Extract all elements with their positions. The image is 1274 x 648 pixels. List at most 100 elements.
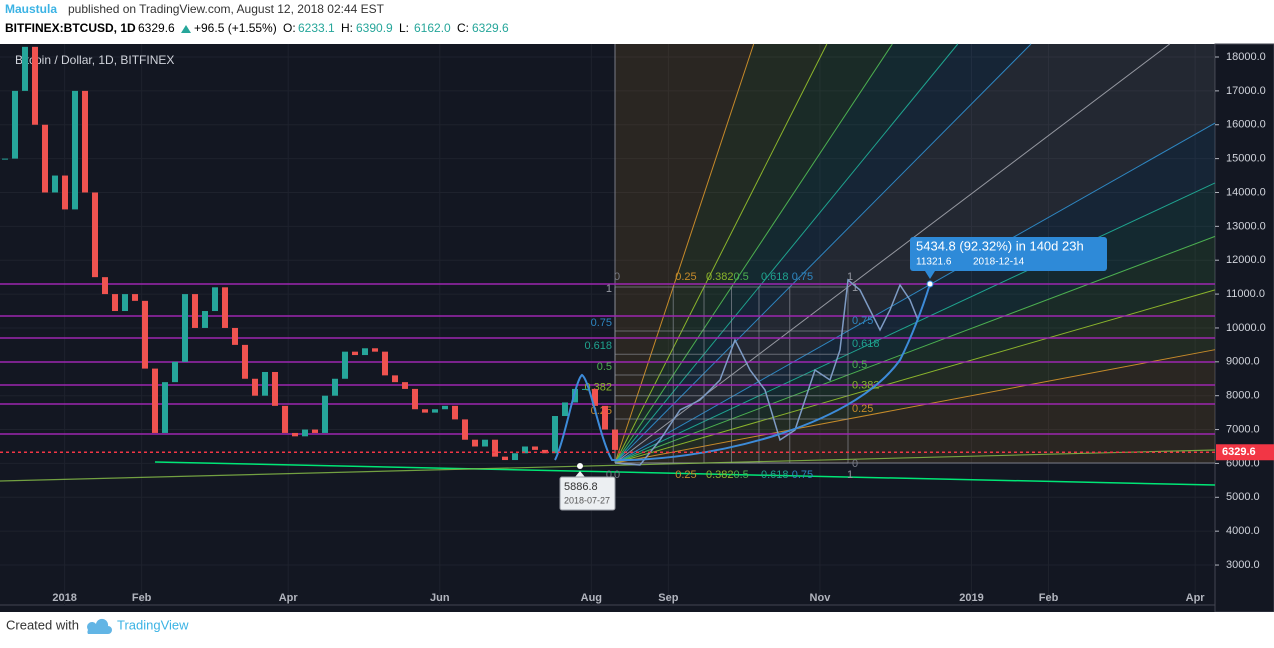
candle: [142, 300, 148, 369]
brand[interactable]: TradingView: [117, 617, 189, 632]
candle: [302, 429, 308, 437]
y-tick-label: 8000.0: [1226, 390, 1260, 402]
fan-line: [614, 43, 959, 464]
fib-label: 0: [614, 469, 620, 481]
candle: [72, 90, 78, 210]
fib-label: 0.25: [852, 403, 873, 415]
fib-label: 0.618: [852, 338, 880, 350]
published: published on TradingView.com, August 12,…: [68, 2, 385, 16]
ohlc-value: 6390.9: [356, 21, 393, 35]
candle: [602, 405, 608, 430]
x-tick-label: 2018: [52, 592, 76, 604]
candle: [152, 368, 158, 433]
candle: [562, 402, 568, 417]
x-tick-label: Sep: [658, 592, 678, 604]
candle: [22, 46, 28, 91]
low-pointer: [575, 471, 585, 477]
x-tick-label: 2019: [959, 592, 983, 604]
current-price-label: 6329.6: [1222, 446, 1256, 458]
candle: [452, 405, 458, 420]
candle: [472, 439, 478, 447]
ohlc-label: C:: [457, 21, 469, 35]
candle: [32, 46, 38, 125]
candle: [172, 361, 178, 383]
y-tick-label: 9000.0: [1226, 356, 1260, 368]
candle: [272, 371, 278, 406]
y-tick-label: 5000.0: [1226, 491, 1260, 503]
candle: [12, 90, 18, 159]
ohlc-label: L:: [399, 21, 409, 35]
fan-line: [614, 43, 828, 464]
fib-label: 0.25: [675, 469, 696, 481]
ohlc-value: 6233.1: [298, 21, 335, 35]
candle: [442, 405, 448, 410]
candle: [322, 395, 328, 433]
fib-label: 0.75: [591, 317, 612, 329]
candle: [42, 124, 48, 193]
fib-label: 1: [847, 469, 853, 481]
trend-line: [154, 461, 1216, 486]
candle: [242, 344, 248, 379]
fib-label: 0.618: [584, 340, 612, 352]
chart-title: Bitcoin / Dollar, 1D, BITFINEX: [15, 53, 174, 67]
candle: [552, 416, 558, 454]
fib-label: 0.618: [761, 271, 789, 283]
ohlc-value: 6162.0: [414, 21, 451, 35]
candle: [532, 446, 538, 450]
y-tick-label: 16000.0: [1226, 119, 1266, 131]
candle: [482, 439, 488, 447]
low-price: 5886.8: [564, 481, 598, 493]
y-tick-label: 4000.0: [1226, 525, 1260, 537]
fib-label: 0.75: [852, 315, 873, 327]
fib-label: 1: [852, 282, 858, 294]
ohlc-label: O:: [283, 21, 296, 35]
y-tick-label: 10000.0: [1226, 322, 1266, 334]
y-tick-label: 13000.0: [1226, 220, 1266, 232]
fib-label: 0.75: [792, 271, 813, 283]
candle: [332, 378, 338, 396]
fan-line: [614, 235, 1216, 464]
trend-line: [0, 449, 1216, 482]
y-tick-label: 3000.0: [1226, 559, 1260, 571]
candle: [92, 192, 98, 278]
symbol: BITFINEX:BTCUSD, 1D: [5, 21, 136, 35]
candle: [122, 294, 128, 312]
y-tick-label: 15000.0: [1226, 153, 1266, 165]
candle: [112, 294, 118, 312]
candle: [182, 294, 188, 362]
fib-label: 1: [606, 283, 612, 295]
last-price: 6329.6: [138, 21, 175, 35]
candle: [402, 382, 408, 389]
candle: [492, 439, 498, 457]
measure-text: 5434.8 (92.32%) in 140d 23h: [916, 238, 1084, 253]
y-tick-label: 18000.0: [1226, 51, 1266, 63]
fib-label: 0: [614, 271, 620, 283]
fib-label: 0.75: [792, 469, 813, 481]
tv-logo: [87, 618, 112, 634]
candle: [612, 429, 618, 450]
fib-label: 0.382: [706, 469, 734, 481]
candle: [222, 287, 228, 328]
y-tick-label: 7000.0: [1226, 423, 1260, 435]
candle: [312, 429, 318, 433]
up-arrow: [181, 25, 191, 33]
header-bg: [0, 0, 1274, 44]
candle: [52, 175, 58, 193]
candle: [62, 175, 68, 210]
ohlc-label: H:: [341, 21, 353, 35]
candle: [282, 405, 288, 433]
candle: [502, 456, 508, 461]
fan-line: [614, 43, 1032, 464]
candle: [422, 409, 428, 413]
candle: [132, 294, 138, 301]
fan-line: [614, 43, 893, 464]
fan-line: [614, 349, 1216, 464]
candle: [252, 378, 258, 396]
author[interactable]: Maustula: [5, 2, 57, 16]
ohlc: O: 6233.1 H: 6390.9 L: 6162.0 C: 6329.6: [283, 21, 509, 35]
candle: [522, 446, 528, 454]
candle: [592, 388, 598, 406]
measure-price: 11321.6: [916, 257, 952, 268]
fib-label: 0.618: [761, 469, 789, 481]
